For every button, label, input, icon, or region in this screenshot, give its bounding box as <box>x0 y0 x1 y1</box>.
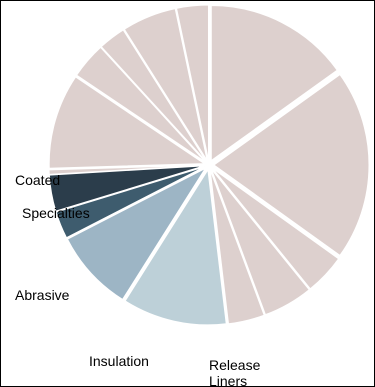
pie-slice-4 <box>211 169 310 316</box>
label-coated: Coated <box>15 172 61 188</box>
label-abrasive: Abrasive <box>15 287 70 303</box>
label-release-liners: Release Liners <box>209 357 261 387</box>
pie-slice-15 <box>175 4 209 161</box>
pie-slice-12 <box>75 46 206 163</box>
pie-slice-5 <box>209 169 265 325</box>
pie-slice-2 <box>213 73 370 257</box>
pie-slice-abrasive <box>55 166 205 239</box>
pie-slice-14 <box>123 8 208 161</box>
label-insulation: Insulation <box>89 353 149 369</box>
pie-slice-11 <box>48 76 206 169</box>
pie-slice-insulation <box>66 167 207 301</box>
pie-slice-specialties <box>48 165 205 212</box>
pie-slice-13 <box>100 29 207 162</box>
pie-slice-1 <box>210 5 338 162</box>
pie-slice-coated <box>48 164 205 175</box>
pie-slice-3 <box>212 168 340 290</box>
label-specialties: Specialties <box>22 205 90 221</box>
pie-slice-release-liners <box>124 168 227 326</box>
